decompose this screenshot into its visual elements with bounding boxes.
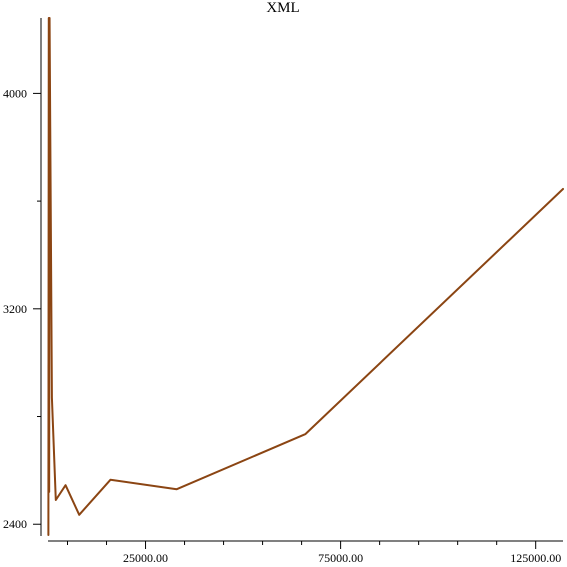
x-tick-label: 125000.00 [510, 551, 561, 565]
series-line [47, 17, 564, 536]
series-layer [47, 17, 564, 536]
chart-title: XML [266, 0, 299, 16]
y-tick-label: 2400 [3, 517, 27, 531]
y-tick-label: 4000 [3, 86, 27, 100]
x-tick-label: 75000.00 [318, 551, 363, 565]
x-tick-label: 25000.00 [123, 551, 168, 565]
y-tick-label: 3200 [3, 302, 27, 316]
axes: 2400 3200 4000 25000.00 75000.00 125000.00 [3, 18, 563, 565]
